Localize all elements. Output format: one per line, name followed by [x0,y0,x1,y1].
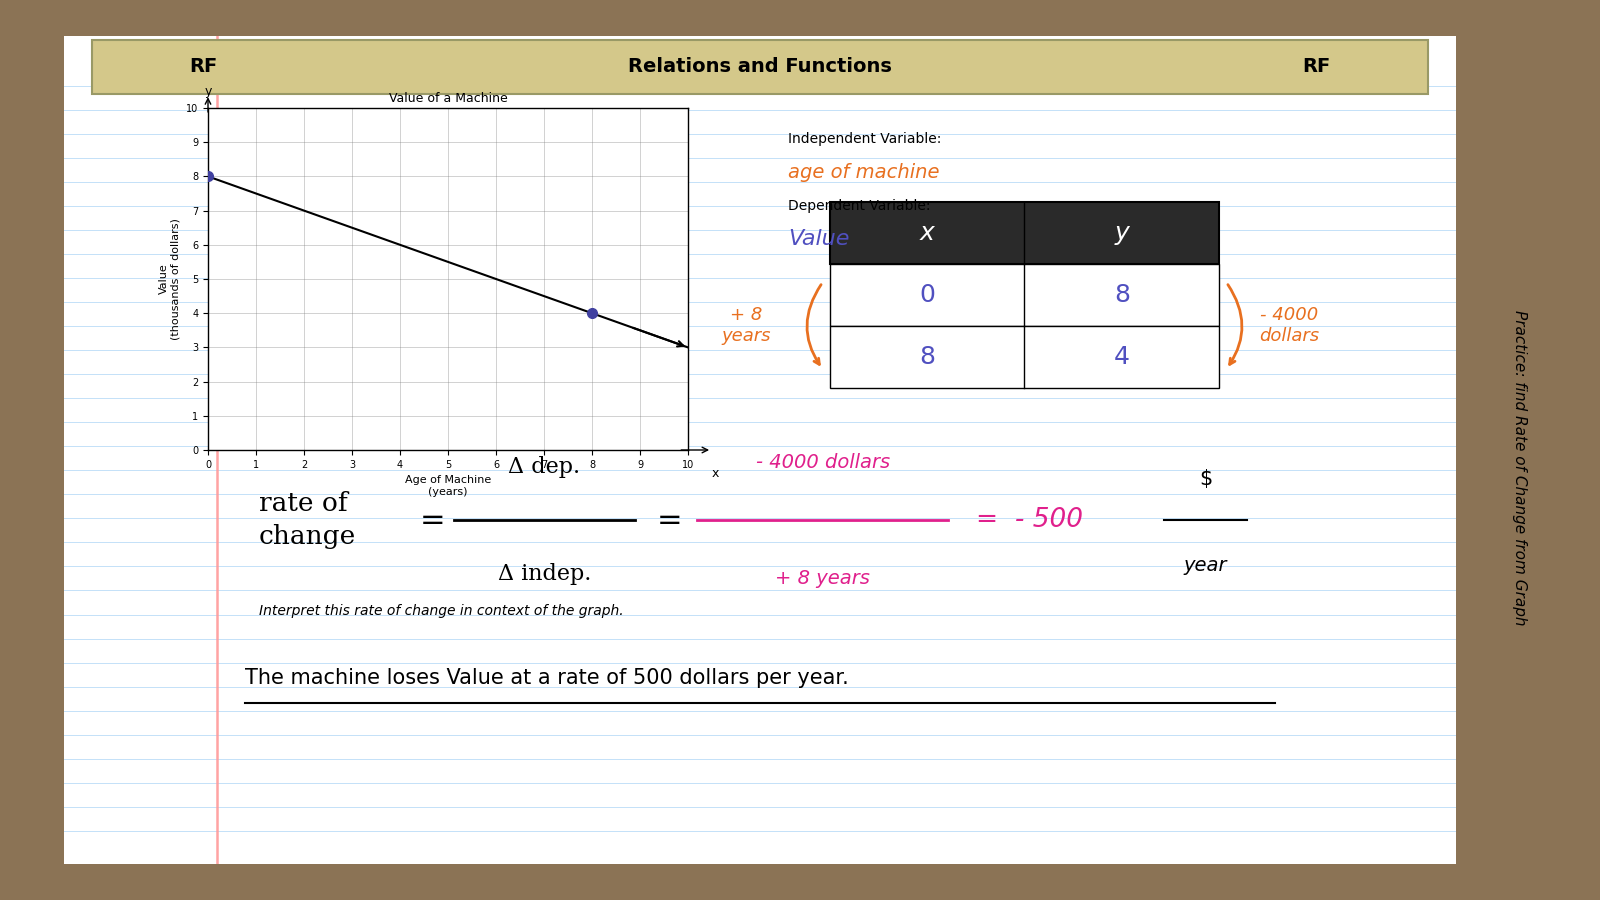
Text: y: y [205,85,211,98]
Text: =: = [421,506,446,535]
Title: Value of a Machine: Value of a Machine [389,93,507,105]
Text: year: year [1184,556,1227,575]
Text: Δ dep.: Δ dep. [509,455,581,478]
Text: =: = [656,506,682,535]
Text: Interpret this rate of change in context of the graph.: Interpret this rate of change in context… [259,605,624,618]
Text: Dependent Variable:: Dependent Variable: [787,199,930,212]
Text: RF: RF [189,57,218,76]
Text: Practice: find Rate of Change from Graph: Practice: find Rate of Change from Graph [1512,310,1528,626]
Text: $: $ [1198,469,1213,489]
FancyBboxPatch shape [830,264,1219,326]
Text: age of machine: age of machine [787,163,939,182]
Text: Value: Value [787,229,850,249]
FancyBboxPatch shape [91,40,1429,94]
Text: + 8
years: + 8 years [722,306,771,346]
Text: x: x [920,220,934,245]
Text: 4: 4 [1114,345,1130,369]
Text: - 4000 dollars: - 4000 dollars [755,453,890,472]
Text: Δ indep.: Δ indep. [498,563,590,585]
Text: x: x [712,467,720,480]
Text: RF: RF [1302,57,1331,76]
Text: =  - 500: = - 500 [976,508,1083,534]
Text: 0: 0 [918,283,934,307]
Text: Independent Variable:: Independent Variable: [787,132,941,147]
Text: The machine loses Value at a rate of 500 dollars per year.: The machine loses Value at a rate of 500… [245,668,848,688]
Text: y: y [1115,220,1130,245]
Text: + 8 years: + 8 years [776,569,870,588]
Y-axis label: Value
(thousands of dollars): Value (thousands of dollars) [158,218,181,340]
FancyBboxPatch shape [830,202,1219,264]
Text: 8: 8 [1114,283,1130,307]
X-axis label: Age of Machine
(years): Age of Machine (years) [405,475,491,497]
Text: - 4000
dollars: - 4000 dollars [1259,306,1318,346]
Text: rate of
change: rate of change [259,491,357,549]
FancyBboxPatch shape [830,326,1219,388]
Text: 8: 8 [918,345,934,369]
Text: Relations and Functions: Relations and Functions [629,57,891,76]
FancyBboxPatch shape [58,32,1462,868]
